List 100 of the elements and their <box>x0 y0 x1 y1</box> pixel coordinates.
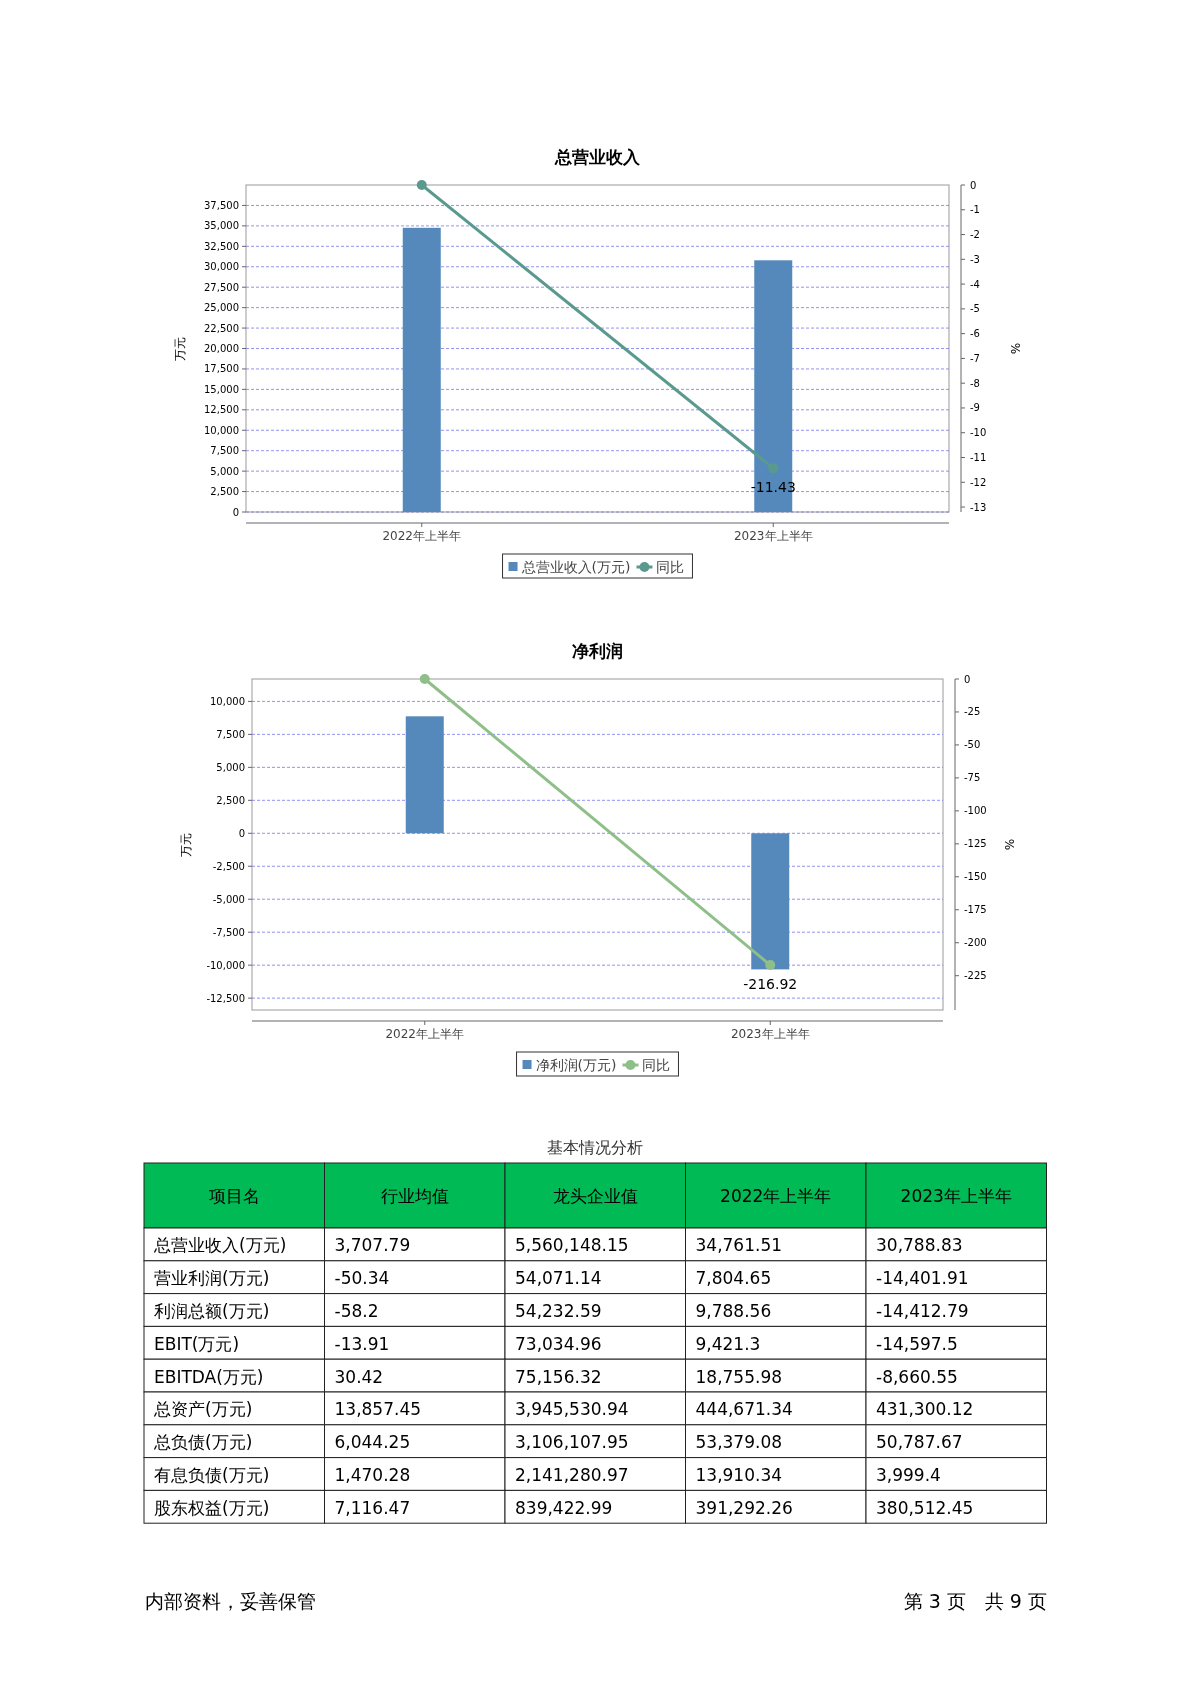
text: 444,671.34 <box>695 1399 793 1420</box>
y-tick-label: 22,500 <box>204 322 239 334</box>
text: 431,300.12 <box>876 1399 974 1420</box>
text: -58.2 <box>334 1301 379 1321</box>
y-tick-label: 32,500 <box>204 240 239 252</box>
y2-tick-label: -2 <box>970 229 980 241</box>
y2-axis-title: % <box>1008 342 1022 355</box>
y-tick-label: 35,000 <box>204 220 239 232</box>
y-tick-label: -2,500 <box>212 860 245 872</box>
y2-tick-label: -12 <box>970 476 987 488</box>
text: 1,470.28 <box>334 1465 411 1485</box>
text: 总资产(万元) <box>153 1399 253 1420</box>
y-tick-label: 27,500 <box>204 281 239 293</box>
y-axis-title: 万元 <box>173 336 187 361</box>
y-tick-label: 0 <box>238 827 245 839</box>
text: 2023年上半年 <box>900 1185 1012 1206</box>
y-tick-label: 15,000 <box>204 383 239 395</box>
text: -50.34 <box>334 1268 390 1289</box>
y2-tick-label: -1 <box>970 204 980 216</box>
y-tick-label: 37,500 <box>204 199 239 211</box>
data-label: -216.92 <box>743 976 798 993</box>
text: -14,412.79 <box>876 1301 969 1321</box>
y2-tick-label: 0 <box>970 179 977 191</box>
y2-tick-label: -50 <box>964 739 981 751</box>
y2-tick-label: -11 <box>970 452 987 463</box>
y2-tick-label: -25 <box>964 706 981 718</box>
text: 总负债(万元) <box>153 1432 253 1453</box>
text: 73,034.96 <box>515 1333 602 1354</box>
y-tick-label: 30,000 <box>204 261 239 273</box>
y2-tick-label: -3 <box>970 253 980 265</box>
text: 6,044.25 <box>334 1432 411 1453</box>
text: 7,116.47 <box>334 1497 411 1518</box>
text: 营业利润(万元) <box>154 1268 270 1289</box>
text: 5,560,148.15 <box>515 1235 629 1256</box>
text: 项目名 <box>208 1185 260 1206</box>
y-tick-label: 20,000 <box>204 343 239 354</box>
legend-label: 净利润(万元) <box>535 1057 617 1073</box>
y-tick-label: -10,000 <box>206 959 245 971</box>
text: 有息负债(万元) <box>154 1465 270 1485</box>
text: 53,379.08 <box>695 1432 783 1453</box>
text: 7,804.65 <box>695 1268 772 1289</box>
y2-tick-label: -150 <box>964 871 987 883</box>
text: EBIT(万元) <box>154 1333 240 1354</box>
y-tick-label: 7,500 <box>210 445 239 457</box>
text: 股东权益(万元) <box>154 1497 270 1518</box>
legend-label: 同比 <box>642 1057 671 1073</box>
y2-tick-label: 0 <box>964 673 971 685</box>
y-axis-title: 万元 <box>179 832 193 857</box>
y-tick-label: 17,500 <box>204 363 239 375</box>
y-tick-label: 10,000 <box>210 695 245 707</box>
y2-tick-label: -13 <box>970 501 987 513</box>
text: 第 3 页 共 9 页 <box>903 1590 1047 1612</box>
text: -14,597.5 <box>876 1333 958 1354</box>
text: 基本情况分析 <box>547 1138 643 1157</box>
text: 3,106,107.95 <box>515 1432 629 1453</box>
text: -13.91 <box>334 1333 390 1354</box>
y2-tick-label: -200 <box>964 937 987 949</box>
text: 54,071.14 <box>515 1268 602 1289</box>
text: 30,788.83 <box>876 1235 963 1256</box>
y-tick-label: 25,000 <box>204 302 239 314</box>
text: 380,512.45 <box>876 1497 974 1518</box>
y-tick-label: 10,000 <box>204 424 239 436</box>
text: 3,999.4 <box>876 1465 941 1485</box>
text: 2022年上半年 <box>720 1185 832 1206</box>
text: 9,421.3 <box>695 1333 761 1354</box>
y2-tick-label: -10 <box>970 427 987 439</box>
text: 391,292.26 <box>695 1497 793 1518</box>
y-tick-label: 5,000 <box>210 465 239 477</box>
text: 总营业收入(万元) <box>153 1235 287 1256</box>
y2-axis-title: % <box>1002 838 1016 851</box>
text: 3,945,530.94 <box>515 1399 629 1420</box>
text: 75,156.32 <box>515 1366 602 1387</box>
legend-label: 总营业收入(万元) <box>520 559 631 575</box>
y2-tick-label: -6 <box>970 328 980 340</box>
y-tick-label: 12,500 <box>204 404 239 416</box>
y2-tick-label: -175 <box>964 904 987 916</box>
text: 13,857.45 <box>334 1399 422 1420</box>
chart-title: 总营业收入 <box>554 147 641 167</box>
text: 839,422.99 <box>515 1497 613 1518</box>
text: 龙头企业值 <box>552 1185 638 1206</box>
text: 9,788.56 <box>695 1301 772 1321</box>
y-tick-label: 2,500 <box>216 794 245 806</box>
text: 34,761.51 <box>695 1235 783 1256</box>
y-tick-label: -5,000 <box>212 893 245 905</box>
text: 3,707.79 <box>334 1235 411 1256</box>
y-tick-label: 0 <box>232 506 239 518</box>
text: 18,755.98 <box>695 1366 783 1387</box>
text: 利润总额(万元) <box>154 1301 270 1321</box>
chart-title: 净利润 <box>572 641 623 661</box>
y2-tick-label: -9 <box>970 402 980 414</box>
y2-tick-label: -7 <box>970 352 980 364</box>
text: 54,232.59 <box>515 1301 602 1321</box>
y-tick-label: -7,500 <box>212 926 245 938</box>
y2-tick-label: -5 <box>970 303 980 315</box>
text: 13,910.34 <box>695 1465 783 1485</box>
legend-label: 同比 <box>656 559 685 575</box>
y2-tick-label: -100 <box>964 805 987 817</box>
y2-tick-label: -125 <box>964 838 987 850</box>
text: -8,660.55 <box>876 1366 958 1387</box>
y-tick-label: 5,000 <box>216 761 245 773</box>
